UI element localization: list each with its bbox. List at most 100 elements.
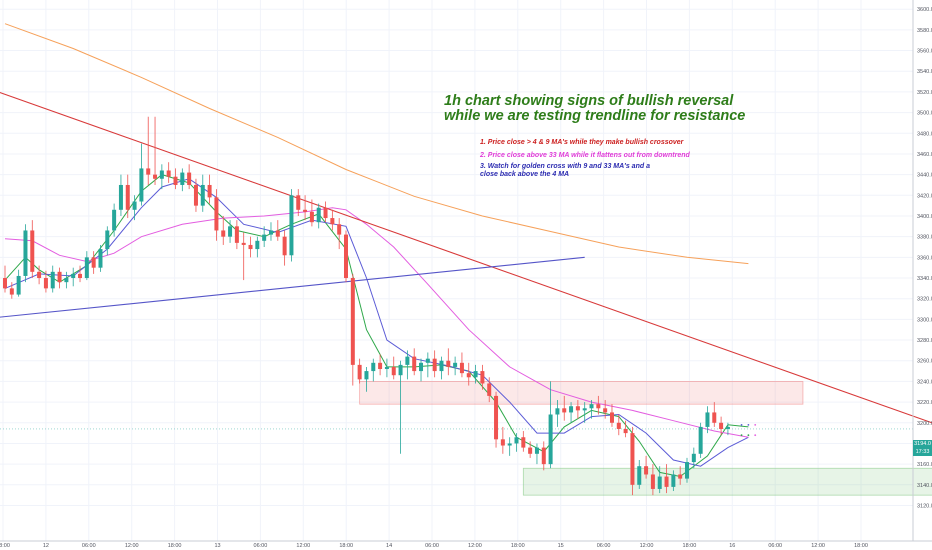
candle-body (446, 360, 451, 367)
candle (500, 426, 505, 454)
candle (241, 232, 246, 281)
y-tick-label: 3540.0 (917, 69, 932, 75)
candle (705, 406, 710, 434)
candle (350, 273, 355, 386)
x-tick-label: 06:00 (82, 543, 96, 549)
candle (630, 426, 635, 496)
note-price-close: 1. Price close > 4 & 9 MA's while they m… (480, 139, 684, 146)
candle (603, 400, 608, 419)
y-tick-label: 3320.0 (917, 297, 932, 303)
candle-body (316, 207, 321, 223)
candle-body (432, 358, 437, 372)
candle-body (159, 170, 164, 179)
note-33ma: 2. Price close above 33 MA while it flat… (480, 152, 690, 159)
candle-body (664, 476, 669, 487)
projection-dot (740, 434, 743, 437)
candle (398, 360, 403, 454)
candle-body (303, 209, 308, 212)
candle (453, 356, 458, 376)
y-tick-label: 3260.0 (917, 359, 932, 365)
candle-body (16, 275, 21, 295)
x-tick-label: 12 (43, 543, 49, 549)
candle (712, 402, 717, 427)
candle (378, 354, 383, 376)
resistance-zone (359, 381, 804, 405)
candle (719, 416, 724, 436)
x-tick-label: 16 (729, 543, 735, 549)
candle-body (480, 371, 485, 384)
candle-body (344, 234, 348, 279)
x-tick-label: 18:00 (854, 543, 868, 549)
candle (637, 459, 642, 489)
candle (405, 350, 410, 380)
candle-body (241, 242, 246, 245)
candle (650, 464, 655, 496)
candle (193, 178, 198, 212)
candle-body (9, 288, 14, 295)
support-zone (522, 467, 932, 496)
candle (98, 244, 103, 272)
candle (166, 162, 171, 183)
candle (105, 226, 110, 256)
candle (344, 230, 348, 283)
candle (623, 420, 628, 438)
ascending-support-trendline (0, 256, 585, 318)
descending-resistance-trendline (0, 91, 932, 424)
candle (541, 441, 546, 471)
candle (371, 358, 376, 382)
4-ma-line (4, 174, 749, 478)
candle (698, 422, 703, 458)
x-tick-label: 18:00 (168, 543, 182, 549)
note-golden-cross-line-2: close back above the 4 MA (480, 171, 570, 178)
note-golden-cross: 3. Watch for golden cross with 9 and 33 … (480, 163, 650, 179)
candle (384, 358, 389, 378)
y-tick-label: 3240.0 (917, 379, 932, 385)
candle (534, 443, 539, 465)
candle-body (71, 273, 76, 279)
candle-body (391, 366, 396, 376)
candle (200, 174, 205, 212)
candle-body (500, 439, 505, 446)
candle-body (105, 230, 110, 250)
candle (43, 270, 48, 293)
candle-body (221, 230, 226, 237)
candle (50, 265, 55, 293)
candle-body (528, 447, 533, 454)
9-ma-line (4, 178, 749, 467)
candle-body (637, 466, 642, 485)
candle-body (337, 224, 342, 235)
candle-body (132, 201, 137, 210)
candle (282, 230, 287, 266)
candle-body (180, 172, 185, 185)
candle (323, 201, 328, 223)
candle (671, 470, 676, 492)
candle (330, 209, 335, 231)
y-tick-label: 3220.0 (917, 400, 932, 406)
candle-body (228, 226, 233, 237)
candle (180, 168, 185, 192)
candle-body (98, 249, 103, 268)
candle (562, 395, 567, 421)
candle-body (521, 437, 526, 448)
projection-dot (747, 434, 750, 437)
candle-body (200, 184, 205, 206)
candle (412, 348, 417, 376)
candle (521, 431, 526, 452)
candle-body (139, 168, 144, 202)
candle (480, 364, 485, 390)
candle-body (64, 278, 69, 283)
candle (23, 224, 28, 283)
candle (84, 251, 89, 281)
y-tick-label: 3400.0 (917, 214, 932, 220)
candle-body (589, 404, 594, 409)
candle-body (514, 437, 519, 444)
candle-body (596, 404, 601, 409)
candle (644, 455, 649, 479)
candle (364, 366, 369, 392)
candle (494, 391, 499, 448)
candle (432, 350, 437, 378)
candle-body (125, 184, 130, 210)
candle-body (166, 170, 171, 177)
candle-body (705, 412, 710, 427)
